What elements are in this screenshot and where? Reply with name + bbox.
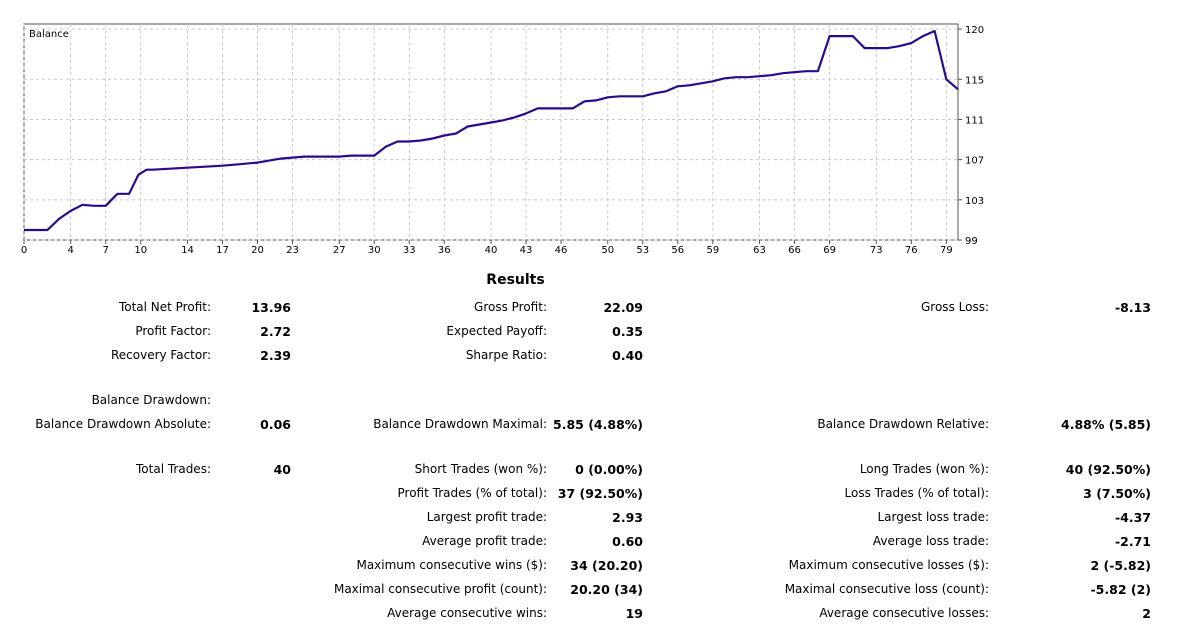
stat-label: Maximum consecutive wins ($): [356,558,547,572]
x-tick-label: 79 [940,245,953,256]
stat-label: Gross Loss: [921,300,989,314]
chart-title: Balance [29,29,69,40]
stat-label: Short Trades (won %): [414,462,547,476]
x-tick-label: 43 [520,245,533,256]
stat-label: Balance Drawdown Relative: [817,417,989,431]
results-title: Results [486,272,545,288]
x-tick-label: 46 [555,245,568,256]
stat-label: Maximal consecutive profit (count): [333,582,547,596]
stat-label: Average consecutive wins: [387,606,547,620]
stat-value: 2.39 [260,348,291,363]
stat-value: -2.71 [1114,534,1151,549]
stat-label: Balance Drawdown: [91,393,211,407]
y-tick-label: 107 [965,156,984,167]
stat-value: 2 (-5.82) [1090,558,1151,573]
stat-value: 5.85 (4.88%) [553,417,643,432]
stat-value: 0 (0.00%) [575,462,643,477]
stat-value: 40 [273,462,291,477]
y-axis: 99 103 107 111 115 120 [958,25,984,247]
stat-label: Gross Profit: [474,300,547,314]
stat-label: Maximum consecutive losses ($): [788,558,989,572]
x-tick-label: 69 [823,245,836,256]
stat-label: Balance Drawdown Maximal: [373,417,547,431]
stat-value: 2.93 [612,510,643,525]
stat-label: Average loss trade: [872,534,989,548]
stat-label: Largest loss trade: [877,510,989,524]
x-tick-label: 33 [403,245,416,256]
stat-label: Average consecutive losses: [819,606,989,620]
x-tick-label: 63 [753,245,766,256]
y-tick-label: 103 [965,196,984,207]
stat-label: Recovery Factor: [110,348,211,362]
x-tick-label: 36 [438,245,451,256]
stat-label: Largest profit trade: [426,510,547,524]
stat-label: Profit Factor: [135,324,211,338]
stat-value: -4.37 [1114,510,1151,525]
x-tick-label: 59 [706,245,719,256]
stat-value: 0.35 [612,324,643,339]
y-tick-label: 99 [965,236,978,247]
stat-value: 37 (92.50%) [557,486,643,501]
stat-label: Loss Trades (% of total): [844,486,990,500]
stat-label: Balance Drawdown Absolute: [35,417,211,431]
stat-label: Total Net Profit: [118,300,211,314]
stat-value: 2 [1142,606,1151,621]
stat-value: 20.20 (34) [570,582,643,597]
grid [23,24,958,241]
x-tick-label: 4 [68,245,74,256]
stat-value: 40 (92.50%) [1065,462,1151,477]
y-tick-label: 111 [965,115,984,126]
stat-value: 4.88% (5.85) [1061,417,1151,432]
stat-value: 13.96 [251,300,291,315]
stat-value: -5.82 (2) [1090,582,1151,597]
stat-value: -8.13 [1114,300,1151,315]
x-axis: 0 4 7 10 14 17 20 23 27 30 33 36 40 43 46 50 53 56 59 63 66 6… [21,240,953,256]
x-tick-label: 73 [870,245,883,256]
stat-label: Expected Payoff: [446,324,547,338]
x-tick-label: 40 [485,245,498,256]
x-tick-label: 30 [368,245,381,256]
balance-line [24,29,959,232]
stat-label: Sharpe Ratio: [465,348,547,362]
x-tick-label: 76 [905,245,918,256]
stat-value: 19 [625,606,643,621]
stat-label: Long Trades (won %): [859,462,989,476]
stat-value: 34 (20.20) [570,558,643,573]
stat-label: Maximal consecutive loss (count): [784,582,989,596]
stat-value: 22.09 [603,300,643,315]
stat-value: 2.72 [260,324,291,339]
x-tick-label: 53 [636,245,649,256]
x-tick-label: 66 [788,245,801,256]
stat-label: Total Trades: [136,462,211,476]
x-tick-label: 0 [21,245,27,256]
y-tick-label: 120 [965,25,984,36]
x-tick-label: 10 [134,245,147,256]
x-tick-label: 50 [601,245,614,256]
x-tick-label: 23 [286,245,299,256]
stat-label: Profit Trades (% of total): [397,486,547,500]
x-tick-label: 20 [251,245,264,256]
stat-label: Average profit trade: [422,534,547,548]
y-tick-label: 115 [965,75,984,86]
stat-value: 0.60 [612,534,643,549]
x-tick-label: 56 [671,245,684,256]
stat-value: 3 (7.50%) [1083,486,1151,501]
x-tick-label: 27 [333,245,346,256]
x-tick-label: 14 [181,245,194,256]
balance-chart: 0 4 7 10 14 17 20 23 27 30 33 36 40 43 46 50 53 56 59 63 66 6… [21,23,984,256]
stat-value: 0.40 [612,348,643,363]
x-tick-label: 17 [216,245,229,256]
stat-value: 0.06 [260,417,291,432]
x-tick-label: 7 [103,245,109,256]
